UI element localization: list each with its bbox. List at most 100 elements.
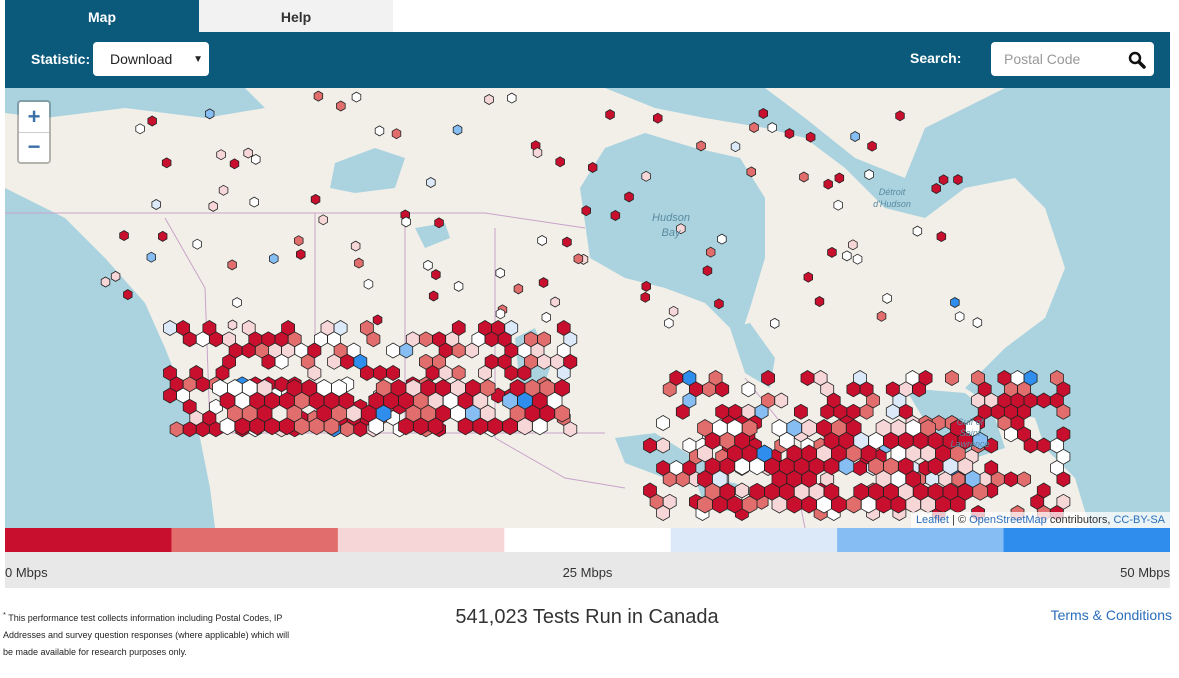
hex-cell (852, 253, 863, 265)
hex-cell (423, 259, 433, 271)
hex-cell (227, 259, 237, 271)
hex-cell (912, 381, 926, 398)
hex-cell (350, 240, 361, 252)
map-label: Bay (662, 227, 682, 239)
hex-cell (833, 199, 843, 211)
hex-cell (758, 108, 768, 119)
hex-cell (1056, 471, 1071, 488)
hex-cell (714, 298, 724, 310)
hex-cell (610, 210, 621, 221)
hex-cell (761, 370, 775, 386)
hex-cell (588, 162, 598, 173)
hex-cell (945, 370, 959, 386)
hex-cell (827, 246, 837, 258)
hex-cell (653, 112, 663, 124)
hex-cell (938, 174, 949, 186)
zoom-in[interactable]: + (19, 102, 49, 133)
hex-cell (741, 381, 756, 398)
legend-swatch (171, 528, 339, 552)
leaflet-link[interactable]: Leaflet (915, 514, 949, 526)
license-link[interactable]: CC-BY-SA (1113, 514, 1165, 526)
statistic-select[interactable]: Download ▼ (93, 42, 209, 76)
hex-cell (605, 109, 615, 121)
hex-cell (451, 342, 466, 359)
hex-cell (706, 246, 716, 258)
hex-cell (250, 153, 261, 165)
search-icon[interactable] (1128, 51, 1146, 69)
hex-cell (741, 495, 758, 514)
hex-cell (550, 296, 560, 308)
hex-cell (702, 265, 713, 277)
hex-cell (478, 365, 492, 381)
hex-cell (537, 353, 551, 370)
hex-cell (313, 90, 324, 102)
osm-link[interactable]: OpenStreetMap (969, 514, 1047, 526)
hex-cell (1023, 437, 1038, 454)
hex-cell (624, 191, 634, 203)
hex-cell (100, 276, 111, 288)
hex-cell (261, 353, 276, 370)
hex-cell (426, 177, 436, 188)
hex-cell (373, 365, 387, 381)
hex-cell (123, 289, 133, 301)
hex-cell (823, 178, 833, 190)
hex-cell (876, 310, 887, 322)
terms-link[interactable]: Terms & Conditions (1050, 607, 1172, 623)
hex-cell (656, 505, 670, 521)
help-tab[interactable]: Help (199, 0, 393, 32)
hex-cell (1036, 437, 1051, 454)
hex-cell (195, 376, 210, 393)
hex-cell (853, 460, 867, 476)
hex-cell (749, 122, 759, 133)
hex-cell (848, 239, 858, 251)
legend-swatch (504, 528, 672, 552)
hex-cell (767, 122, 777, 134)
hex-cell (147, 115, 157, 127)
hex-cell (386, 365, 401, 381)
hex-cell (770, 317, 780, 329)
hex-cell (643, 437, 657, 454)
hex-cell (1036, 392, 1051, 409)
hex-cell (359, 365, 374, 381)
hex-cell (912, 225, 923, 237)
hex-cell (838, 457, 855, 476)
hex-cell (803, 271, 813, 283)
hex-cell (438, 365, 453, 381)
hex-cell (504, 365, 519, 381)
hex-cell (867, 140, 877, 152)
hex-cell (327, 353, 342, 370)
hex-cell (555, 156, 565, 168)
hex-cell (484, 94, 494, 105)
hex-cell (182, 421, 197, 438)
hex-cell (532, 417, 548, 436)
hex-cell (293, 235, 304, 247)
hex-cell (368, 417, 384, 436)
hex-cell (192, 238, 203, 250)
hex-cell (218, 184, 229, 196)
hex-cell (554, 404, 570, 423)
hex-cell (859, 403, 874, 420)
legend: 0 Mbps 25 Mbps 50 Mbps (5, 528, 1170, 588)
hex-cell (229, 158, 240, 170)
zoom-out[interactable]: − (27, 134, 41, 159)
hex-cell (936, 231, 947, 243)
hex-cell (820, 403, 835, 420)
map[interactable]: Hudson Bay Détroit d'Hudson Gulf of Sain… (5, 88, 1170, 528)
hex-cell (386, 342, 401, 359)
hex-cell (249, 196, 260, 208)
map-tab[interactable]: Map (5, 0, 199, 32)
hex-cell (730, 141, 741, 153)
hex-cell (814, 296, 825, 307)
hex-cell (1004, 471, 1018, 488)
legend-swatch (337, 528, 505, 552)
hex-cell (950, 297, 960, 308)
hex-cell (195, 421, 210, 438)
hex-cell (715, 381, 730, 398)
hex-cell (972, 431, 988, 450)
search-input[interactable]: Postal Code (991, 42, 1154, 76)
hex-cell (318, 214, 328, 226)
hex-cell (208, 200, 218, 212)
hex-cell (702, 381, 716, 398)
hex-cell (157, 230, 168, 242)
